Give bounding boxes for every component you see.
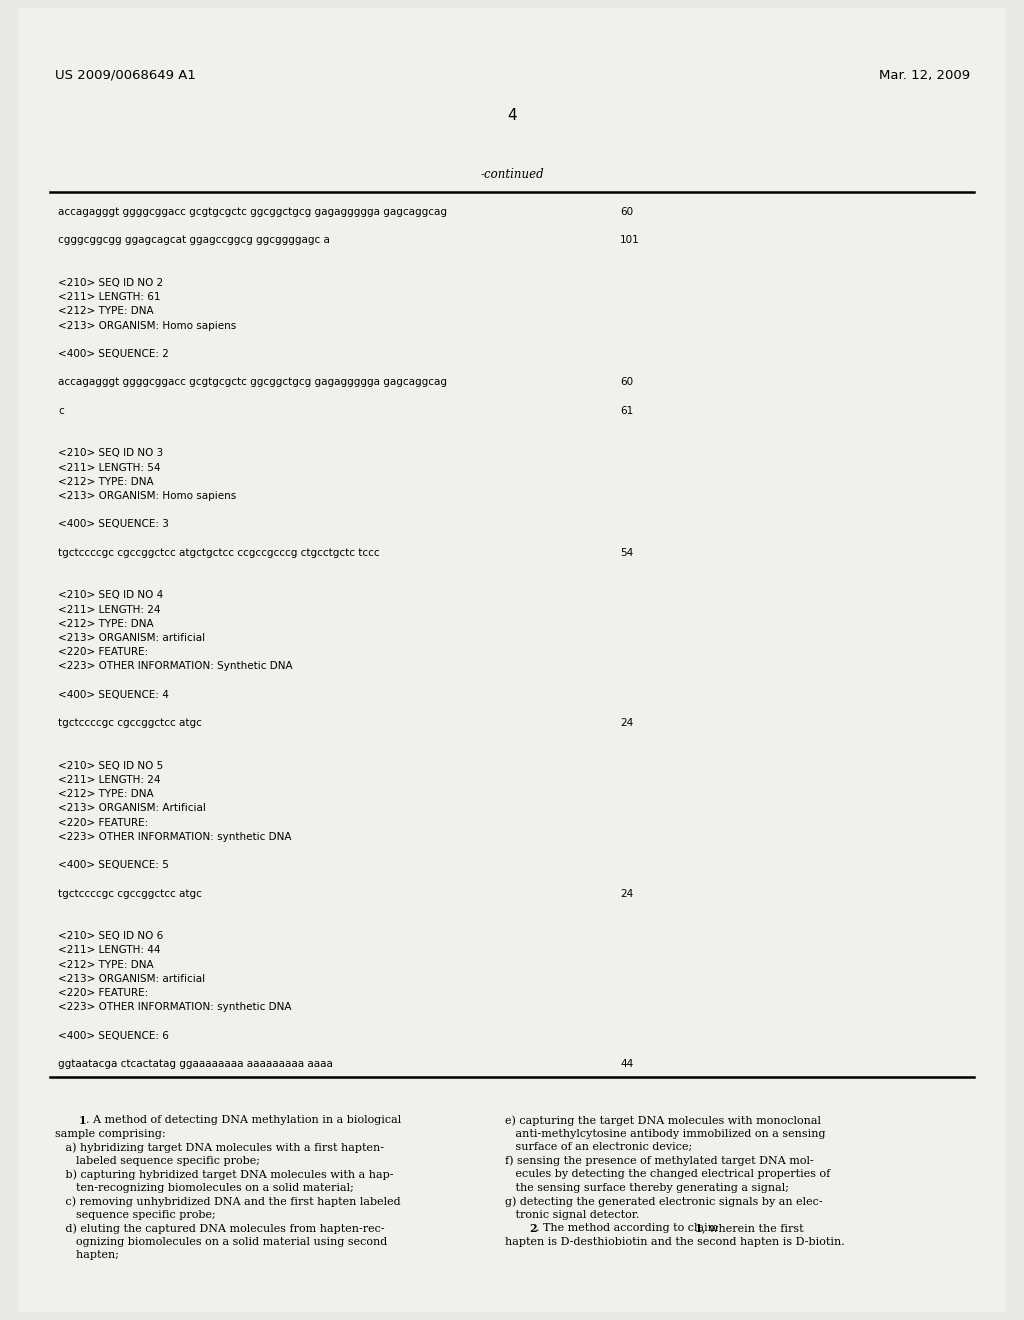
- Text: <212> TYPE: DNA: <212> TYPE: DNA: [58, 960, 154, 970]
- Text: <211> LENGTH: 24: <211> LENGTH: 24: [58, 775, 161, 785]
- Text: hapten;: hapten;: [55, 1250, 119, 1261]
- Text: a) hybridizing target DNA molecules with a first hapten-: a) hybridizing target DNA molecules with…: [55, 1142, 384, 1152]
- Text: <210> SEQ ID NO 5: <210> SEQ ID NO 5: [58, 760, 163, 771]
- Text: <210> SEQ ID NO 2: <210> SEQ ID NO 2: [58, 279, 163, 288]
- Text: <211> LENGTH: 44: <211> LENGTH: 44: [58, 945, 161, 956]
- Text: f) sensing the presence of methylated target DNA mol-: f) sensing the presence of methylated ta…: [505, 1156, 814, 1167]
- Text: Mar. 12, 2009: Mar. 12, 2009: [879, 69, 970, 82]
- Text: <220> FEATURE:: <220> FEATURE:: [58, 817, 148, 828]
- Text: <212> TYPE: DNA: <212> TYPE: DNA: [58, 306, 154, 317]
- Text: <220> FEATURE:: <220> FEATURE:: [58, 987, 148, 998]
- Text: <213> ORGANISM: Artificial: <213> ORGANISM: Artificial: [58, 804, 206, 813]
- Text: sample comprising:: sample comprising:: [55, 1129, 166, 1139]
- Text: ten-recognizing biomolecules on a solid material;: ten-recognizing biomolecules on a solid …: [55, 1183, 354, 1193]
- Text: <211> LENGTH: 61: <211> LENGTH: 61: [58, 292, 161, 302]
- Text: <212> TYPE: DNA: <212> TYPE: DNA: [58, 789, 154, 799]
- Text: <211> LENGTH: 24: <211> LENGTH: 24: [58, 605, 161, 615]
- Text: US 2009/0068649 A1: US 2009/0068649 A1: [55, 69, 196, 82]
- Text: d) eluting the captured DNA molecules from hapten-rec-: d) eluting the captured DNA molecules fr…: [55, 1224, 385, 1234]
- Text: <220> FEATURE:: <220> FEATURE:: [58, 647, 148, 657]
- Text: anti-methylcytosine antibody immobilized on a sensing: anti-methylcytosine antibody immobilized…: [505, 1129, 825, 1139]
- Text: tronic signal detector.: tronic signal detector.: [505, 1209, 639, 1220]
- Text: <210> SEQ ID NO 4: <210> SEQ ID NO 4: [58, 590, 163, 601]
- Text: 44: 44: [620, 1059, 633, 1069]
- Text: 60: 60: [620, 378, 633, 387]
- Text: accagagggt ggggcggacc gcgtgcgctc ggcggctgcg gagaggggga gagcaggcag: accagagggt ggggcggacc gcgtgcgctc ggcggct…: [58, 207, 447, 216]
- Text: <212> TYPE: DNA: <212> TYPE: DNA: [58, 477, 154, 487]
- Text: <400> SEQUENCE: 4: <400> SEQUENCE: 4: [58, 690, 169, 700]
- Text: 60: 60: [620, 207, 633, 216]
- Text: <223> OTHER INFORMATION: synthetic DNA: <223> OTHER INFORMATION: synthetic DNA: [58, 1002, 292, 1012]
- Text: the sensing surface thereby generating a signal;: the sensing surface thereby generating a…: [505, 1183, 790, 1193]
- Text: <210> SEQ ID NO 3: <210> SEQ ID NO 3: [58, 449, 163, 458]
- Text: ecules by detecting the changed electrical properties of: ecules by detecting the changed electric…: [505, 1170, 830, 1179]
- Text: <223> OTHER INFORMATION: synthetic DNA: <223> OTHER INFORMATION: synthetic DNA: [58, 832, 292, 842]
- Text: 54: 54: [620, 548, 633, 558]
- Text: 61: 61: [620, 405, 633, 416]
- Text: 2: 2: [529, 1224, 537, 1234]
- Text: tgctccccgc cgccggctcc atgctgctcc ccgccgcccg ctgcctgctc tccc: tgctccccgc cgccggctcc atgctgctcc ccgccgc…: [58, 548, 380, 558]
- Text: <400> SEQUENCE: 5: <400> SEQUENCE: 5: [58, 861, 169, 870]
- Text: b) capturing hybridized target DNA molecules with a hap-: b) capturing hybridized target DNA molec…: [55, 1170, 393, 1180]
- Text: , wherein the first: , wherein the first: [702, 1224, 804, 1233]
- Text: 24: 24: [620, 888, 633, 899]
- Text: labeled sequence specific probe;: labeled sequence specific probe;: [55, 1156, 260, 1166]
- Text: sequence specific probe;: sequence specific probe;: [55, 1209, 216, 1220]
- Text: cgggcggcgg ggagcagcat ggagccggcg ggcggggagc a: cgggcggcgg ggagcagcat ggagccggcg ggcgggg…: [58, 235, 330, 246]
- Text: . The method according to claim: . The method according to claim: [536, 1224, 722, 1233]
- Text: c: c: [58, 405, 63, 416]
- Text: hapten is D-desthiobiotin and the second hapten is D-biotin.: hapten is D-desthiobiotin and the second…: [505, 1237, 845, 1246]
- Text: ggtaatacga ctcactatag ggaaaaaaaa aaaaaaaaa aaaa: ggtaatacga ctcactatag ggaaaaaaaa aaaaaaa…: [58, 1059, 333, 1069]
- Text: 4: 4: [507, 107, 517, 123]
- Text: . A method of detecting DNA methylation in a biological: . A method of detecting DNA methylation …: [86, 1115, 401, 1125]
- Text: <213> ORGANISM: Homo sapiens: <213> ORGANISM: Homo sapiens: [58, 321, 237, 330]
- Text: c) removing unhybridized DNA and the first hapten labeled: c) removing unhybridized DNA and the fir…: [55, 1196, 400, 1206]
- Text: <213> ORGANISM: Homo sapiens: <213> ORGANISM: Homo sapiens: [58, 491, 237, 502]
- Text: <223> OTHER INFORMATION: Synthetic DNA: <223> OTHER INFORMATION: Synthetic DNA: [58, 661, 293, 672]
- Text: ognizing biomolecules on a solid material using second: ognizing biomolecules on a solid materia…: [55, 1237, 387, 1246]
- Text: <400> SEQUENCE: 6: <400> SEQUENCE: 6: [58, 1031, 169, 1040]
- Text: accagagggt ggggcggacc gcgtgcgctc ggcggctgcg gagaggggga gagcaggcag: accagagggt ggggcggacc gcgtgcgctc ggcggct…: [58, 378, 447, 387]
- Text: 101: 101: [620, 235, 640, 246]
- Text: <400> SEQUENCE: 3: <400> SEQUENCE: 3: [58, 519, 169, 529]
- Text: surface of an electronic device;: surface of an electronic device;: [505, 1142, 692, 1152]
- Text: <213> ORGANISM: artificial: <213> ORGANISM: artificial: [58, 974, 205, 983]
- Text: 24: 24: [620, 718, 633, 729]
- Text: g) detecting the generated electronic signals by an elec-: g) detecting the generated electronic si…: [505, 1196, 822, 1206]
- Text: <213> ORGANISM: artificial: <213> ORGANISM: artificial: [58, 634, 205, 643]
- Text: e) capturing the target DNA molecules with monoclonal: e) capturing the target DNA molecules wi…: [505, 1115, 821, 1126]
- Text: tgctccccgc cgccggctcc atgc: tgctccccgc cgccggctcc atgc: [58, 718, 202, 729]
- Text: 1: 1: [79, 1115, 87, 1126]
- Text: 1: 1: [695, 1224, 702, 1234]
- Text: -continued: -continued: [480, 169, 544, 181]
- Text: <210> SEQ ID NO 6: <210> SEQ ID NO 6: [58, 931, 163, 941]
- Text: tgctccccgc cgccggctcc atgc: tgctccccgc cgccggctcc atgc: [58, 888, 202, 899]
- Text: <400> SEQUENCE: 2: <400> SEQUENCE: 2: [58, 348, 169, 359]
- Text: <212> TYPE: DNA: <212> TYPE: DNA: [58, 619, 154, 628]
- Text: <211> LENGTH: 54: <211> LENGTH: 54: [58, 462, 161, 473]
